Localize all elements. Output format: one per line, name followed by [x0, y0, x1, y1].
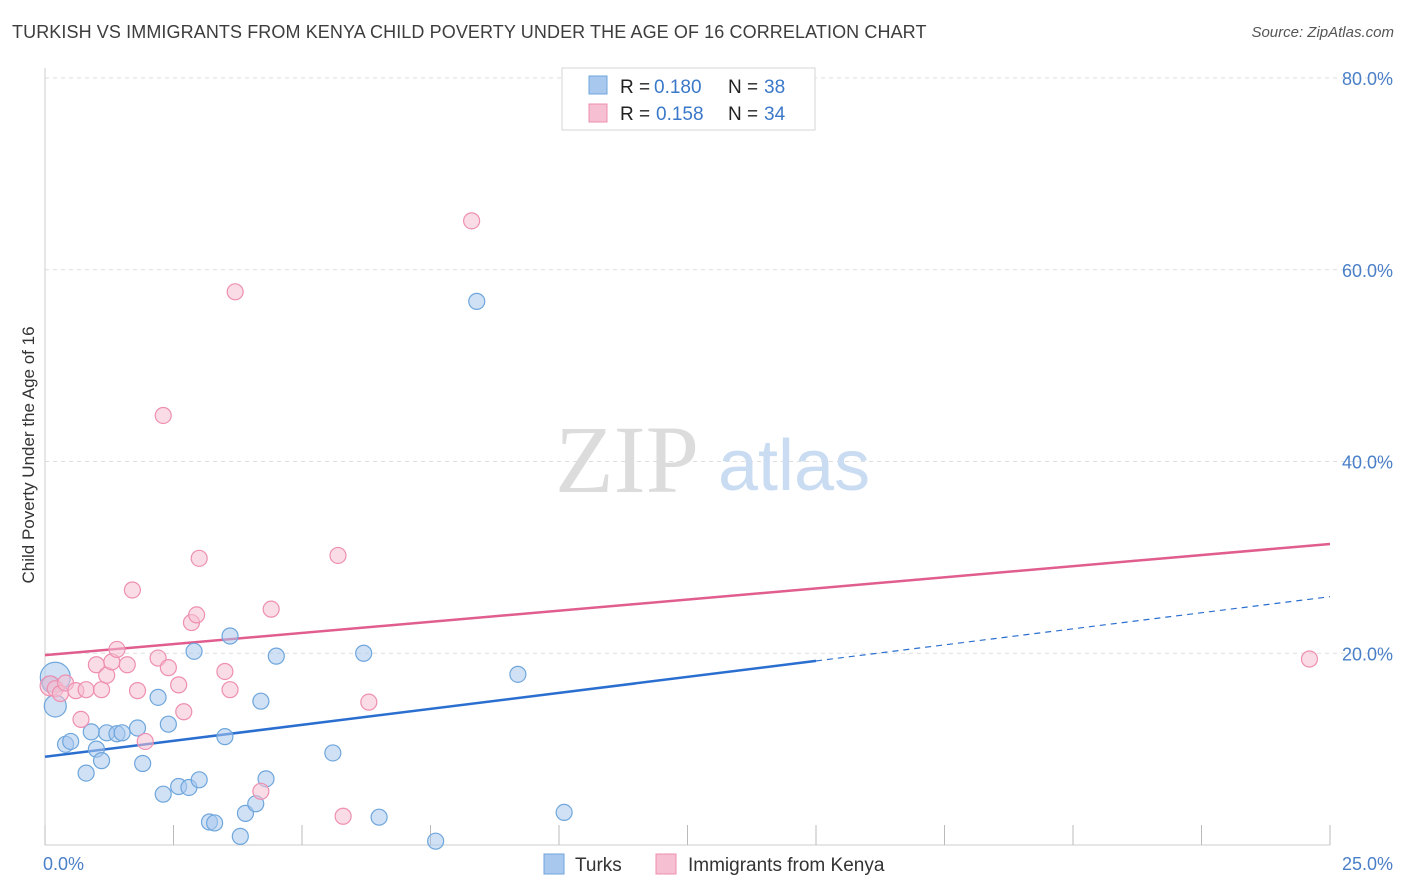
- stats-n-label-kenya: N =: [728, 104, 758, 125]
- y-tick-label: 40.0%: [1342, 453, 1393, 473]
- point-kenya: [123, 581, 141, 599]
- grid-lines: [45, 77, 1392, 654]
- point-kenya: [1300, 650, 1319, 668]
- watermark-zip: ZIP: [555, 406, 699, 513]
- point-turks: [216, 728, 234, 746]
- stats-swatch-kenya: [588, 103, 608, 123]
- point-turks: [267, 647, 285, 665]
- point-turks: [252, 692, 270, 710]
- stats-legend: R = 0.180 N = 38 R = 0.158 N = 34: [561, 67, 816, 131]
- point-kenya: [128, 682, 147, 700]
- point-kenya: [170, 676, 188, 694]
- point-kenya: [154, 406, 172, 425]
- data-points: [39, 212, 1319, 850]
- point-kenya: [159, 659, 177, 677]
- point-turks: [468, 292, 486, 310]
- point-turks: [92, 752, 111, 770]
- point-turks: [185, 642, 203, 660]
- y-axis-label: Child Poverty Under the Age of 16: [19, 326, 38, 583]
- point-turks: [62, 732, 80, 751]
- trend-lines: [44, 542, 1331, 759]
- series-legend: Turks Immigrants from Kenya: [543, 853, 885, 876]
- point-kenya: [360, 693, 378, 711]
- point-kenya: [216, 662, 234, 681]
- point-kenya: [92, 681, 111, 699]
- point-turks: [128, 719, 147, 737]
- chart-title: TURKISH VS IMMIGRANTS FROM KENYA CHILD P…: [12, 22, 927, 42]
- point-kenya: [252, 782, 270, 800]
- point-turks: [370, 808, 388, 826]
- x-tick-label: 25.0%: [1342, 854, 1393, 874]
- point-kenya: [329, 546, 347, 565]
- source-label: Source: ZipAtlas.com: [1251, 24, 1394, 41]
- point-turks: [509, 665, 527, 683]
- legend-label-kenya: Immigrants from Kenya: [688, 855, 885, 876]
- point-turks: [324, 744, 342, 762]
- legend-label-turks: Turks: [575, 855, 622, 876]
- point-turks: [206, 814, 224, 832]
- y-tick-label: 20.0%: [1342, 644, 1393, 664]
- point-kenya: [463, 212, 481, 230]
- point-turks: [149, 688, 167, 706]
- trend-line-extension-turks: [815, 596, 1331, 662]
- point-kenya: [226, 283, 244, 301]
- legend-swatch-kenya: [655, 853, 677, 875]
- legend-swatch-turks: [543, 853, 565, 875]
- point-turks: [355, 644, 373, 662]
- tick-labels: 20.0% 40.0% 60.0% 80.0% 0.0% 25.0%: [43, 69, 1393, 874]
- watermark: ZIP atlas: [555, 406, 870, 513]
- point-kenya: [190, 549, 208, 567]
- point-turks: [113, 724, 131, 742]
- point-turks: [221, 627, 239, 645]
- stats-n-value-kenya: 34: [764, 104, 786, 125]
- y-tick-label: 80.0%: [1342, 69, 1393, 89]
- point-turks: [231, 827, 249, 845]
- point-kenya: [221, 681, 239, 699]
- trend-line-kenya: [44, 542, 1331, 657]
- point-turks: [134, 754, 152, 773]
- point-kenya: [118, 656, 136, 674]
- watermark-atlas: atlas: [718, 426, 870, 506]
- point-kenya: [72, 710, 90, 729]
- stats-r-label-kenya: R =: [620, 104, 650, 125]
- point-kenya: [262, 600, 280, 618]
- point-turks: [555, 803, 573, 822]
- point-kenya: [334, 807, 352, 825]
- stats-r-label-turks: R =: [620, 77, 650, 98]
- point-kenya: [108, 640, 126, 659]
- trend-line-turks: [44, 659, 817, 759]
- stats-n-label-turks: N =: [728, 77, 758, 98]
- point-turks: [77, 764, 95, 782]
- point-kenya: [77, 681, 95, 699]
- point-kenya: [136, 732, 154, 751]
- point-kenya: [188, 606, 206, 624]
- stats-n-value-turks: 38: [764, 77, 785, 98]
- stats-r-value-kenya: 0.158: [656, 104, 704, 125]
- stats-swatch-turks: [588, 75, 608, 95]
- point-turks: [154, 785, 172, 803]
- y-tick-label: 60.0%: [1342, 261, 1393, 281]
- point-turks: [427, 832, 445, 850]
- point-kenya: [175, 703, 193, 721]
- point-turks: [159, 715, 177, 733]
- x-tick-label: 0.0%: [43, 854, 84, 874]
- point-turks: [190, 771, 208, 789]
- stats-r-value-turks: 0.180: [654, 77, 702, 98]
